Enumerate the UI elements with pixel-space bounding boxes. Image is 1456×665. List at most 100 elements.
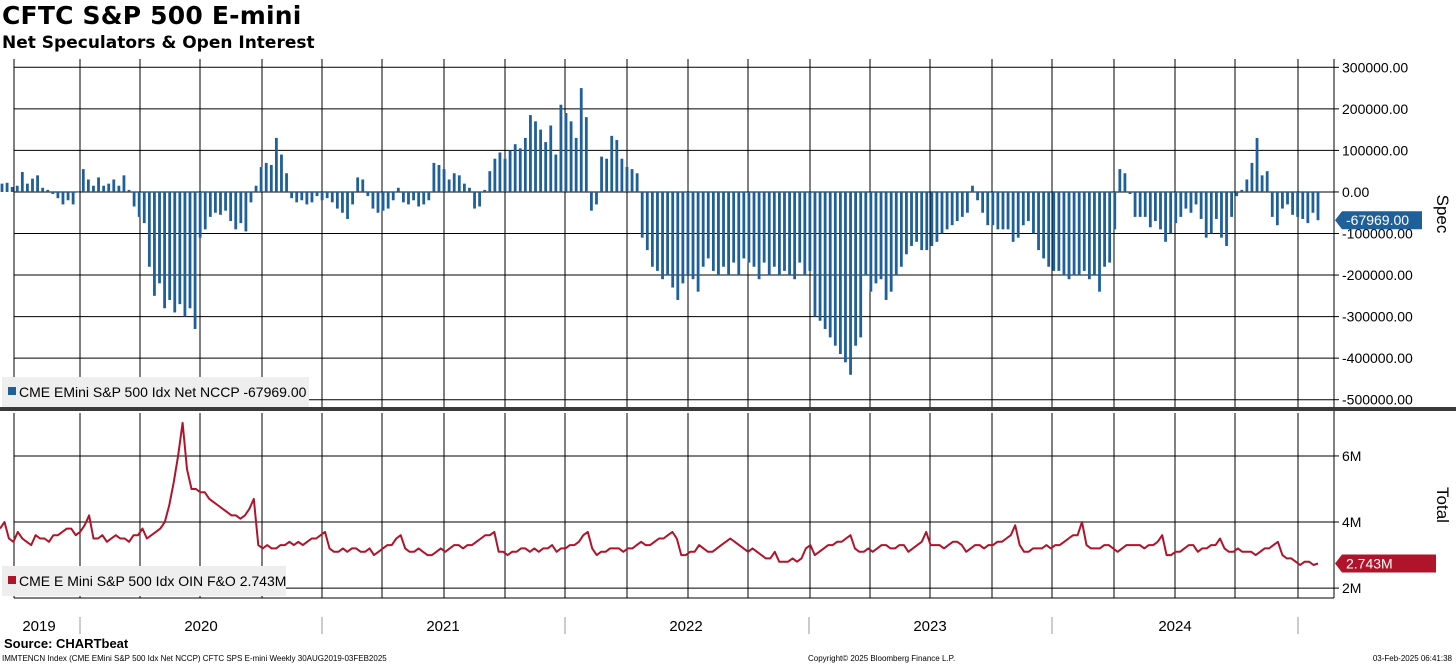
y-tick-label-spec: 100000.00 <box>1342 142 1408 158</box>
spec-last-value-tag <box>1335 211 1422 230</box>
spec-bar <box>757 191 761 280</box>
spec-bar <box>1235 191 1239 197</box>
spec-bar <box>1052 191 1056 271</box>
spec-bar <box>920 191 924 251</box>
spec-bar <box>803 191 807 276</box>
spec-bar <box>132 191 136 207</box>
spec-bar <box>661 191 664 280</box>
spec-bar <box>1159 191 1162 230</box>
spec-bar <box>422 191 426 205</box>
spec-bar <box>960 191 964 217</box>
spec-bar <box>1047 191 1051 267</box>
spec-bar <box>412 191 415 201</box>
x-year-label: 2024 <box>1158 618 1191 635</box>
spec-bar <box>1250 162 1254 192</box>
x-year-label: 2021 <box>426 618 459 635</box>
y-tick-label-oi: 6M <box>1342 448 1361 464</box>
spec-bar <box>193 191 197 330</box>
spec-bar <box>681 191 685 284</box>
oi-last-value-tag <box>1335 554 1436 573</box>
spec-bar <box>676 191 680 300</box>
spec-bar <box>666 191 670 276</box>
spec-bar <box>1265 171 1269 192</box>
spec-bar <box>823 191 827 330</box>
spec-bar <box>1143 191 1147 217</box>
spec-bar <box>214 191 217 213</box>
spec-bar <box>539 129 542 192</box>
spec-bar <box>711 191 715 271</box>
spec-bar <box>534 121 537 192</box>
spec-bar <box>5 182 9 192</box>
spec-bar <box>950 191 954 226</box>
oi-legend-label: CME E Mini S&P 500 Idx OIN F&O 2.743M <box>19 573 286 589</box>
spec-bar <box>1291 191 1294 215</box>
spec-bar <box>579 88 583 192</box>
spec-axis-title: Spec <box>1433 195 1452 234</box>
spec-bar <box>605 158 609 192</box>
spec-bar <box>1240 189 1244 192</box>
spec-bar <box>36 175 39 192</box>
spec-bar <box>788 191 791 276</box>
spec-bar <box>229 191 233 222</box>
spec-bar <box>1006 191 1010 230</box>
spec-bar <box>833 191 837 346</box>
spec-bar <box>356 177 360 192</box>
spec-bar <box>224 191 227 211</box>
spec-bar <box>26 183 29 192</box>
spec-bar <box>1026 191 1030 222</box>
spec-bar <box>97 177 100 192</box>
spec-bar <box>1255 137 1259 192</box>
spec-bar <box>849 191 852 375</box>
spec-bar <box>86 179 90 192</box>
spec-bar <box>427 191 431 201</box>
spec-bar <box>269 164 273 192</box>
spec-bar <box>127 189 131 192</box>
spec-bar <box>1174 191 1178 224</box>
spec-bar <box>838 191 842 354</box>
spec-bar <box>264 162 268 192</box>
spec-bar <box>1011 191 1015 242</box>
y-tick-label-spec: -200000.00 <box>1342 267 1413 283</box>
spec-bar <box>899 191 903 267</box>
spec-bar <box>361 179 365 192</box>
y-tick-label-spec: -300000.00 <box>1342 309 1413 325</box>
spec-bar <box>874 191 878 284</box>
spec-bar <box>15 185 19 192</box>
y-tick-label-spec: 200000.00 <box>1342 101 1408 117</box>
spec-bar <box>859 191 863 338</box>
spec-bar <box>31 178 34 192</box>
spec-bar <box>1286 191 1289 205</box>
spec-bar <box>650 191 654 267</box>
spec-bar <box>772 191 776 267</box>
spec-bar <box>523 137 527 192</box>
spec-bar <box>574 137 578 192</box>
spec-bar <box>432 162 436 192</box>
spec-bar <box>793 191 797 280</box>
oi-legend-swatch <box>8 576 16 584</box>
spec-bar <box>762 191 766 263</box>
spec-bar <box>1098 191 1101 292</box>
spec-bar <box>691 191 695 280</box>
spec-bar <box>1194 191 1198 205</box>
spec-bar <box>595 191 598 205</box>
spec-bar <box>945 191 949 230</box>
spec-bar <box>971 185 974 192</box>
spec-bar <box>158 191 161 284</box>
oi-axis-title: Total <box>1433 487 1452 523</box>
y-tick-label-spec: -400000.00 <box>1342 350 1413 366</box>
x-year-label: 2023 <box>913 618 946 635</box>
spec-bar <box>905 191 908 255</box>
spec-bar <box>1164 191 1167 242</box>
spec-bar <box>625 167 629 192</box>
y-tick-label-oi: 4M <box>1342 514 1361 530</box>
y-tick-label-oi: 2M <box>1342 580 1361 596</box>
spec-bar <box>518 148 522 192</box>
spec-bar <box>239 191 243 224</box>
spec-bar <box>742 191 746 259</box>
spec-bar <box>1093 191 1096 276</box>
spec-bar <box>457 175 461 192</box>
spec-bar <box>61 191 65 205</box>
spec-bar <box>991 191 995 226</box>
spec-bar <box>584 117 588 192</box>
